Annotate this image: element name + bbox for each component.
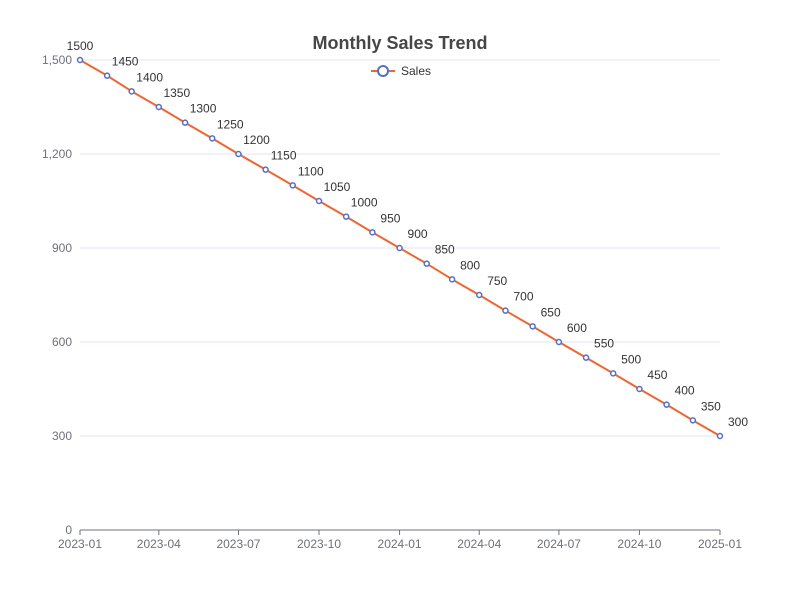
chart-title: Monthly Sales Trend — [312, 33, 487, 53]
x-tick-label: 2024-07 — [537, 537, 581, 551]
x-tick-label: 2023-01 — [58, 537, 102, 551]
x-tick-label: 2023-10 — [297, 537, 341, 551]
x-tick-label: 2023-04 — [137, 537, 181, 551]
data-point[interactable] — [262, 166, 269, 173]
y-tick-label: 900 — [52, 241, 72, 255]
data-label: 550 — [594, 337, 614, 351]
data-point[interactable] — [636, 385, 643, 393]
data-point[interactable] — [369, 229, 376, 236]
data-label: 1200 — [243, 133, 270, 147]
data-label: 850 — [435, 243, 455, 257]
legend-label-sales: Sales — [401, 64, 431, 78]
y-tick-label: 300 — [52, 429, 72, 443]
data-label: 450 — [647, 368, 667, 382]
axes: 0 300 600 900 1,200 1,500 2023-01 2023-04 2023-0… — [42, 53, 742, 551]
x-tick-label: 2024-04 — [457, 537, 501, 551]
y-tick-label: 600 — [52, 335, 72, 349]
data-point[interactable] — [235, 150, 242, 158]
data-label: 900 — [408, 227, 428, 241]
y-tick-label: 0 — [65, 523, 72, 537]
data-label: 1100 — [298, 164, 324, 178]
data-point[interactable] — [555, 338, 563, 346]
data-label: 600 — [567, 321, 587, 335]
legend[interactable]: Sales — [371, 64, 431, 78]
series-markers — [76, 56, 724, 440]
x-tick-label: 2023-07 — [216, 537, 260, 551]
data-label: 500 — [621, 352, 641, 366]
data-label: 1300 — [190, 102, 217, 116]
data-label: 1500 — [67, 39, 94, 53]
data-label: 300 — [728, 415, 748, 429]
data-point[interactable] — [103, 72, 111, 79]
data-label: 1050 — [324, 180, 351, 194]
data-label: 700 — [513, 290, 533, 304]
data-label: 350 — [701, 399, 721, 413]
x-tick-label: 2024-10 — [617, 537, 661, 551]
data-point[interactable] — [716, 432, 724, 440]
data-point[interactable] — [448, 276, 456, 283]
data-point[interactable] — [529, 323, 536, 330]
data-point[interactable] — [689, 417, 697, 424]
data-point[interactable] — [342, 213, 350, 220]
data-label: 650 — [541, 305, 561, 319]
y-tick-label: 1,200 — [42, 147, 72, 161]
data-label: 750 — [487, 274, 507, 288]
data-label: 1000 — [351, 196, 378, 210]
x-tick-label: 2025-01 — [698, 537, 742, 551]
y-tick-label: 1,500 — [42, 53, 72, 67]
grid-lines — [80, 59, 720, 437]
data-point[interactable] — [582, 354, 590, 361]
data-point[interactable] — [181, 119, 189, 126]
data-label: 800 — [460, 258, 480, 272]
data-label: 400 — [675, 384, 695, 398]
data-point[interactable] — [128, 88, 135, 95]
data-label: 1450 — [112, 55, 139, 69]
data-label: 1400 — [136, 70, 163, 84]
data-point[interactable] — [502, 307, 509, 314]
data-label: 1150 — [271, 149, 297, 163]
data-point[interactable] — [208, 135, 216, 142]
x-tick-label: 2024-01 — [378, 537, 422, 551]
data-label: 1250 — [217, 117, 244, 131]
data-point[interactable] — [289, 182, 296, 189]
data-point[interactable] — [155, 103, 163, 111]
data-point[interactable] — [315, 197, 323, 205]
data-point[interactable] — [76, 56, 84, 64]
data-point[interactable] — [609, 370, 617, 377]
data-label: 1350 — [163, 86, 190, 100]
data-point[interactable] — [423, 260, 430, 267]
data-point[interactable] — [396, 244, 403, 252]
data-point[interactable] — [475, 291, 483, 299]
data-point[interactable] — [663, 401, 670, 408]
legend-marker-swatch — [377, 65, 389, 77]
data-label: 950 — [380, 211, 400, 225]
